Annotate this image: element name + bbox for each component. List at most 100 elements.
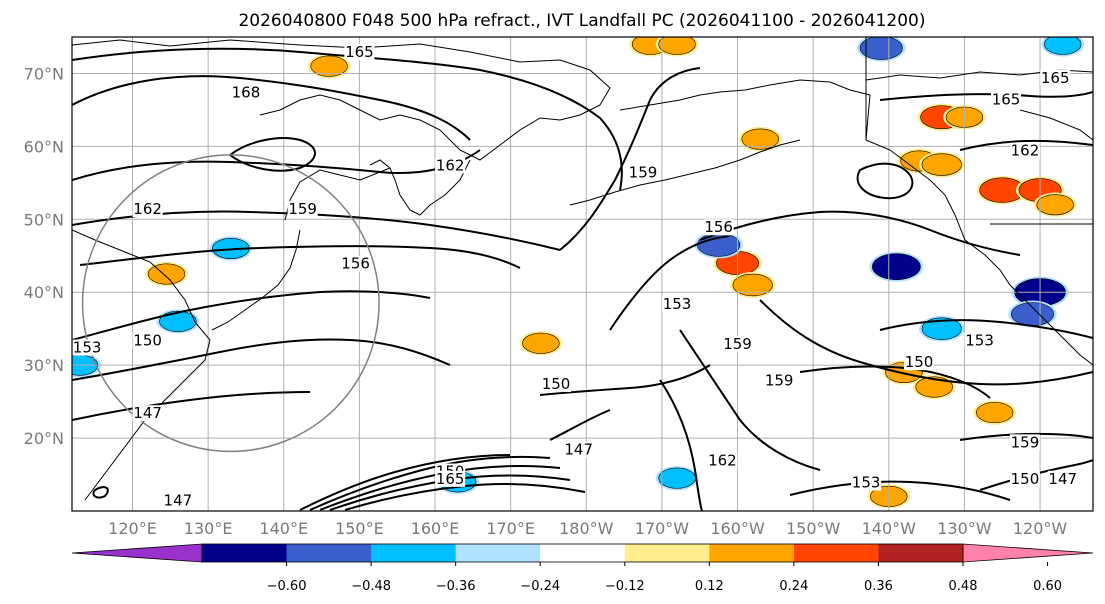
shaded-region — [921, 153, 962, 176]
colorbar-tick-label: −0.12 — [605, 579, 645, 594]
lat-tick-label: 30°N — [24, 356, 64, 375]
longitude-labels: 120°E 130°E 140°E 150°E 160°E 170°E 180°W 170°W… — [108, 519, 1067, 538]
contour-label-bg — [132, 332, 163, 349]
contour-label: 162 — [708, 452, 737, 470]
colorbar-bin — [202, 544, 288, 562]
contour-label: 153 — [852, 473, 881, 491]
contour-label: 159 — [1011, 433, 1040, 451]
colorbar-extend-high — [962, 543, 1094, 563]
shaded-region — [522, 332, 560, 354]
lon-tick-label: 170°W — [635, 519, 690, 538]
shaded-region — [741, 128, 779, 150]
lat-tick-label: 20°N — [24, 429, 64, 448]
contour-label: 147 — [564, 441, 593, 459]
contour-147c — [979, 459, 1093, 491]
contour-153b — [609, 235, 731, 331]
contour-153d — [789, 480, 1011, 501]
contour-label: 162 — [1011, 142, 1040, 160]
contour-label: 150 — [133, 331, 162, 349]
contour-label-bg — [435, 470, 466, 487]
contour-168 — [72, 75, 471, 141]
lon-tick-label: 120°W — [1013, 519, 1068, 538]
contour-153a — [72, 290, 431, 341]
contour-label-bg — [703, 219, 734, 236]
latitude-labels: 70°N 60°N 50°N 40°N 30°N 20°N — [24, 64, 64, 448]
colorbar-tick-label: 0.60 — [1033, 579, 1062, 594]
lat-tick-label: 60°N — [24, 137, 64, 156]
contour-labels: 165 168 162 162 159 156 159 156 153 159 159 150 153 1… — [72, 43, 1078, 510]
contour-label-bg — [628, 164, 659, 181]
shaded-region — [147, 263, 186, 285]
contour-label: 153 — [73, 339, 102, 357]
contour-small1 — [228, 137, 316, 172]
lon-tick-label: 130°W — [937, 519, 992, 538]
contour-label-bg — [662, 295, 693, 312]
contour-153c — [879, 319, 1093, 339]
shaded-region — [915, 376, 953, 398]
contour-156b — [699, 210, 1021, 256]
colorbar-frame — [201, 543, 964, 563]
contour-label: 147 — [133, 404, 162, 422]
contour-label-bg — [132, 405, 163, 422]
lon-tick-label: 150°E — [335, 519, 384, 538]
contour-label: 150 — [542, 375, 571, 393]
contour-label: 150 — [1011, 470, 1040, 488]
colorbar-bin — [793, 544, 879, 562]
contour-label: 156 — [341, 255, 370, 273]
shaded-region — [1036, 194, 1074, 216]
lon-tick-label: 160°E — [411, 519, 460, 538]
colorbar-tick-label: −0.36 — [436, 579, 476, 594]
contour-label-bg — [435, 157, 466, 174]
contour-label: 153 — [965, 331, 994, 349]
colorbar-bin — [371, 544, 457, 562]
colorbar-bin — [878, 544, 964, 562]
colorbar-tick-label: 0.48 — [949, 579, 978, 594]
colorbar-bin — [624, 544, 710, 562]
contour-150d — [299, 454, 511, 511]
chart-title: 2026040800 F048 500 hPa refract., IVT La… — [238, 11, 925, 31]
contour-label: 165 — [436, 470, 465, 488]
lon-tick-label: 170°E — [486, 519, 535, 538]
colorbar-bin — [286, 544, 372, 562]
contour-label-bg — [230, 84, 261, 101]
coast-korea-china — [72, 229, 211, 501]
lat-tick-label: 40°N — [24, 283, 64, 302]
contour-147b — [549, 409, 611, 441]
contour-label: 147 — [164, 492, 193, 510]
colorbar-bin — [540, 544, 626, 562]
distance-circle — [81, 154, 380, 453]
colorbar-tick-label: −0.60 — [267, 579, 307, 594]
contour-162c — [659, 379, 703, 511]
contour-label: 159 — [723, 335, 752, 353]
contour-159c — [759, 299, 1093, 386]
coast-alaska — [619, 79, 1093, 366]
contour-label-bg — [340, 255, 371, 272]
contour-label-bg — [1040, 69, 1071, 86]
shaded-region — [921, 317, 962, 340]
lon-tick-label: 130°E — [184, 519, 233, 538]
shaded-region — [658, 37, 696, 55]
colorbar-bin — [709, 544, 795, 562]
colorbar-tick-label: 0.12 — [695, 579, 724, 594]
colorbar-tick-label: −0.48 — [351, 579, 391, 594]
contour-150a — [72, 338, 451, 381]
contour-small3 — [92, 486, 109, 499]
colorbar-tick-label: 0.24 — [779, 579, 808, 594]
contour-label-bg — [904, 354, 935, 371]
contour-label-bg — [541, 376, 572, 393]
lat-tick-label: 50°N — [24, 210, 64, 229]
contour-159d — [679, 329, 821, 471]
contour-label-bg — [1009, 142, 1040, 159]
colorbar-tick-label: 0.36 — [864, 579, 893, 594]
shaded-region — [658, 467, 696, 489]
shaded-region — [1044, 37, 1082, 55]
contour-label: 159 — [765, 371, 794, 389]
colorbar-extend-low — [71, 543, 203, 563]
shaded-region — [872, 253, 921, 281]
contour-label-bg — [162, 492, 193, 509]
coast-japan — [211, 229, 301, 331]
coast-kamchatka — [369, 159, 471, 216]
shaded-region — [732, 273, 773, 297]
shaded-region — [159, 310, 197, 332]
shaded-region — [310, 55, 348, 77]
